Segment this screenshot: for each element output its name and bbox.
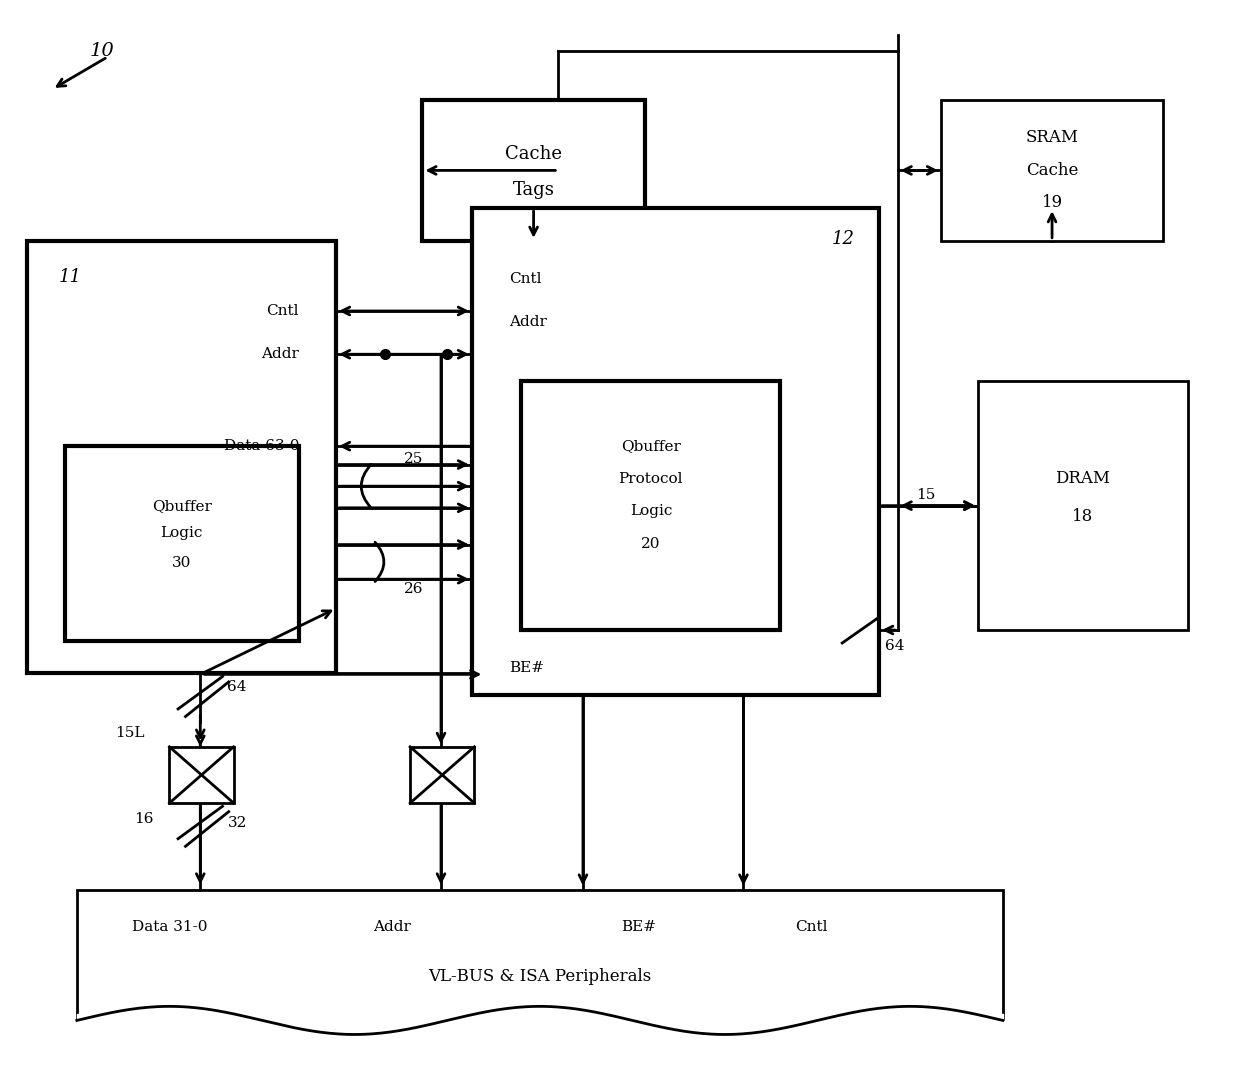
Text: 64: 64 (885, 639, 905, 653)
Text: 30: 30 (172, 555, 191, 570)
Text: Cache: Cache (1025, 162, 1079, 179)
Bar (64, 446, 299, 641)
Text: 15: 15 (916, 488, 936, 502)
Text: VL-BUS & ISA Peripherals: VL-BUS & ISA Peripherals (428, 967, 651, 985)
Text: Protocol: Protocol (619, 472, 683, 486)
Text: Addr: Addr (373, 921, 410, 935)
Text: 26: 26 (404, 582, 424, 596)
Text: DRAM: DRAM (1055, 470, 1110, 487)
Bar (27, 240, 336, 673)
Text: BE#: BE# (508, 661, 544, 675)
Text: BE#: BE# (621, 921, 656, 935)
Text: Qbuffer: Qbuffer (151, 499, 212, 513)
Text: Qbuffer: Qbuffer (621, 439, 681, 453)
Text: 25: 25 (404, 452, 423, 466)
Text: Data 63-0: Data 63-0 (223, 439, 299, 453)
Text: 15L: 15L (115, 726, 145, 740)
Bar (77, 889, 1003, 1020)
Text: Logic: Logic (630, 504, 672, 518)
Text: 10: 10 (89, 42, 114, 61)
Text: Cache: Cache (505, 146, 562, 163)
Text: 16: 16 (134, 812, 154, 826)
Bar (170, 747, 233, 803)
Bar (410, 747, 475, 803)
Text: Cntl: Cntl (508, 272, 542, 286)
Text: 12: 12 (832, 229, 854, 248)
Bar (978, 382, 1188, 630)
Text: 11: 11 (58, 267, 82, 286)
Bar (423, 100, 645, 240)
Text: Data 31-0: Data 31-0 (131, 921, 207, 935)
Text: Addr: Addr (508, 315, 547, 328)
Bar (521, 382, 780, 630)
Text: Tags: Tags (512, 180, 554, 199)
Bar (941, 100, 1163, 240)
Text: 32: 32 (227, 815, 247, 829)
Text: 20: 20 (641, 537, 661, 550)
Text: SRAM: SRAM (1025, 129, 1079, 147)
Text: Addr: Addr (262, 347, 299, 361)
Text: 64: 64 (227, 680, 247, 695)
Text: Cntl: Cntl (267, 304, 299, 318)
Text: 18: 18 (1073, 508, 1094, 525)
Text: Cntl: Cntl (795, 921, 827, 935)
Text: Logic: Logic (161, 526, 203, 539)
Text: 19: 19 (1042, 195, 1063, 211)
Bar (472, 209, 879, 695)
